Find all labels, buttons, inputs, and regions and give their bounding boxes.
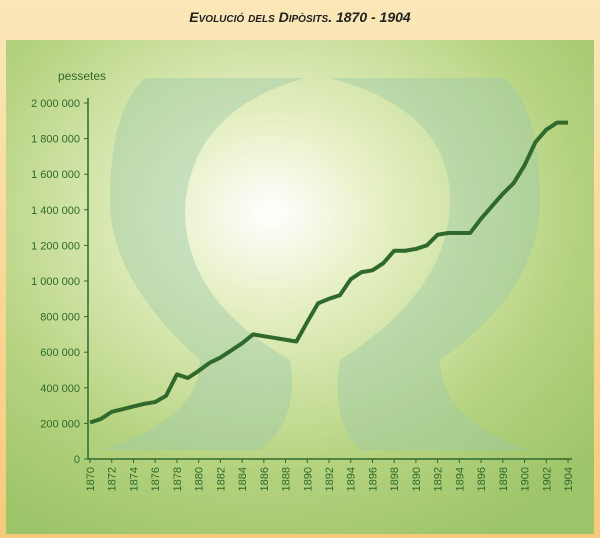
y-tick-label: 1 400 000 bbox=[31, 205, 80, 217]
x-tick-label: 1878 bbox=[172, 467, 184, 491]
x-tick-label: 1870 bbox=[85, 467, 97, 491]
y-tick-label: 200 000 bbox=[40, 418, 80, 430]
x-tick-label: 1888 bbox=[281, 467, 293, 491]
x-tick-label: 1900 bbox=[520, 467, 532, 491]
x-tick-label: 1898 bbox=[498, 467, 510, 491]
chart-title: Evolució dels Dipòsits. 1870 - 1904 bbox=[189, 9, 411, 25]
y-tick-label: 600 000 bbox=[40, 347, 80, 359]
y-tick-label: 1 600 000 bbox=[31, 169, 80, 181]
y-axis-label: pessetes bbox=[58, 69, 106, 83]
x-tick-label: 1886 bbox=[259, 467, 271, 491]
data-line bbox=[89, 120, 568, 425]
decoration bbox=[100, 78, 305, 450]
x-tick-label: 1904 bbox=[563, 467, 575, 491]
x-tick-label: 1892 bbox=[324, 467, 336, 491]
x-tick-label: 1890 bbox=[411, 467, 423, 491]
x-tick-label: 1872 bbox=[107, 467, 119, 491]
x-tick-label: 1882 bbox=[215, 467, 227, 491]
x-tick-label: 1874 bbox=[128, 467, 140, 491]
x-tick-label: 1884 bbox=[237, 467, 249, 491]
x-tick-label: 1890 bbox=[302, 467, 314, 491]
y-tick-label: 1 200 000 bbox=[31, 240, 80, 252]
x-tick-label: 1880 bbox=[194, 467, 206, 491]
y-tick-label: 1 000 000 bbox=[31, 276, 80, 288]
x-tick-label: 1876 bbox=[150, 467, 162, 491]
decoration bbox=[330, 78, 540, 450]
y-tick-label: 1 800 000 bbox=[31, 134, 80, 146]
x-tick-label: 1894 bbox=[346, 467, 358, 491]
x-tick-label: 1902 bbox=[541, 467, 553, 491]
x-tick-label: 1892 bbox=[433, 467, 445, 491]
x-tick-label: 1894 bbox=[454, 467, 466, 491]
y-tick-label: 0 bbox=[74, 454, 80, 466]
x-tick-label: 1896 bbox=[367, 467, 379, 491]
x-tick-label: 1898 bbox=[389, 467, 401, 491]
y-tick-label: 400 000 bbox=[40, 383, 80, 395]
y-tick-label: 800 000 bbox=[40, 312, 80, 324]
y-tick-label: 2 000 000 bbox=[31, 98, 80, 110]
chart-panel bbox=[6, 40, 594, 534]
x-tick-label: 1896 bbox=[476, 467, 488, 491]
